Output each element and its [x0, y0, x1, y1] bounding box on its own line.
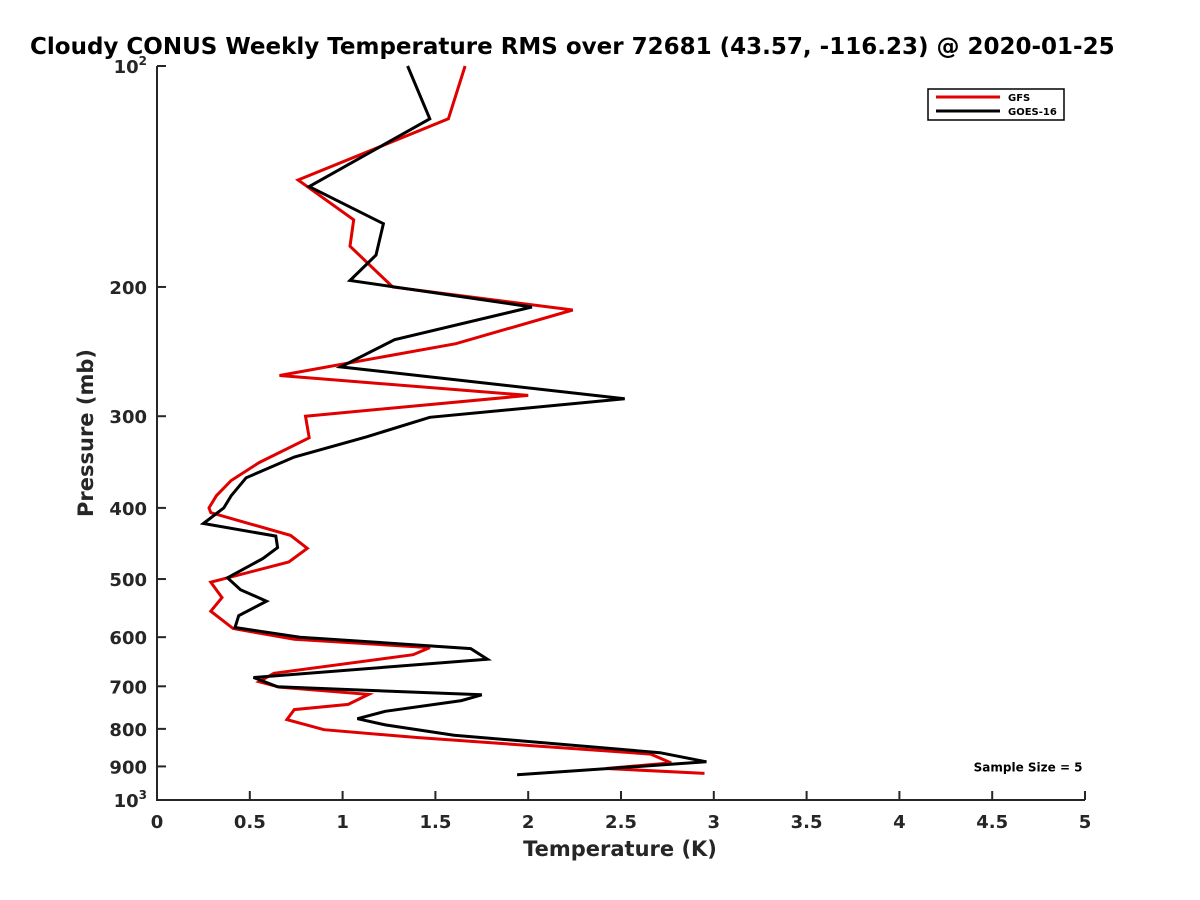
series-line-gfs: [207, 65, 705, 775]
x-tick-label: 4.5: [976, 812, 1008, 833]
y-tick-label: 103: [114, 788, 147, 812]
x-tick-label: 2.5: [605, 812, 637, 833]
y-tick-label: 500: [109, 570, 147, 591]
y-tick-label: 900: [109, 757, 147, 778]
sample-size-annotation: Sample Size = 5: [974, 760, 1083, 774]
x-tick-label: 2: [522, 812, 535, 833]
y-tick-label: 300: [109, 407, 147, 428]
y-tick-label: 200: [109, 278, 147, 299]
legend: GFS GOES-16: [927, 88, 1065, 121]
chart-title: Cloudy CONUS Weekly Temperature RMS over…: [30, 34, 1115, 60]
x-axis-label: Temperature (K): [523, 837, 717, 861]
series-layer: [199, 65, 707, 777]
axes-layer: 0 0.5 1 1.5 2 2.5 3 3.5 4 4.5 5 102 200 300 400 500 600 7…: [109, 54, 1091, 833]
y-tick-label: 800: [109, 720, 147, 741]
legend-entry-label: GFS: [1008, 93, 1030, 104]
legend-box: [927, 88, 1065, 121]
legend-entry-label: GOES-16: [1008, 107, 1057, 118]
x-tick-label: 0.5: [234, 812, 266, 833]
y-tick-label: 600: [109, 628, 147, 649]
x-tick-label: 3.5: [791, 812, 823, 833]
x-tick-label: 0: [151, 812, 164, 833]
annotation-layer: Sample Size = 5: [974, 760, 1083, 774]
x-tick-label: 4: [893, 812, 906, 833]
series-line-goes-16: [199, 65, 707, 777]
x-tick-label: 3: [708, 812, 721, 833]
y-tick-label: 700: [109, 677, 147, 698]
x-tick-label: 5: [1079, 812, 1092, 833]
y-axis-label: Pressure (mb): [74, 349, 98, 517]
x-tick-label: 1.5: [419, 812, 451, 833]
x-tick-label: 1: [336, 812, 349, 833]
y-tick-label: 102: [114, 54, 147, 78]
y-tick-label: 400: [109, 499, 147, 520]
